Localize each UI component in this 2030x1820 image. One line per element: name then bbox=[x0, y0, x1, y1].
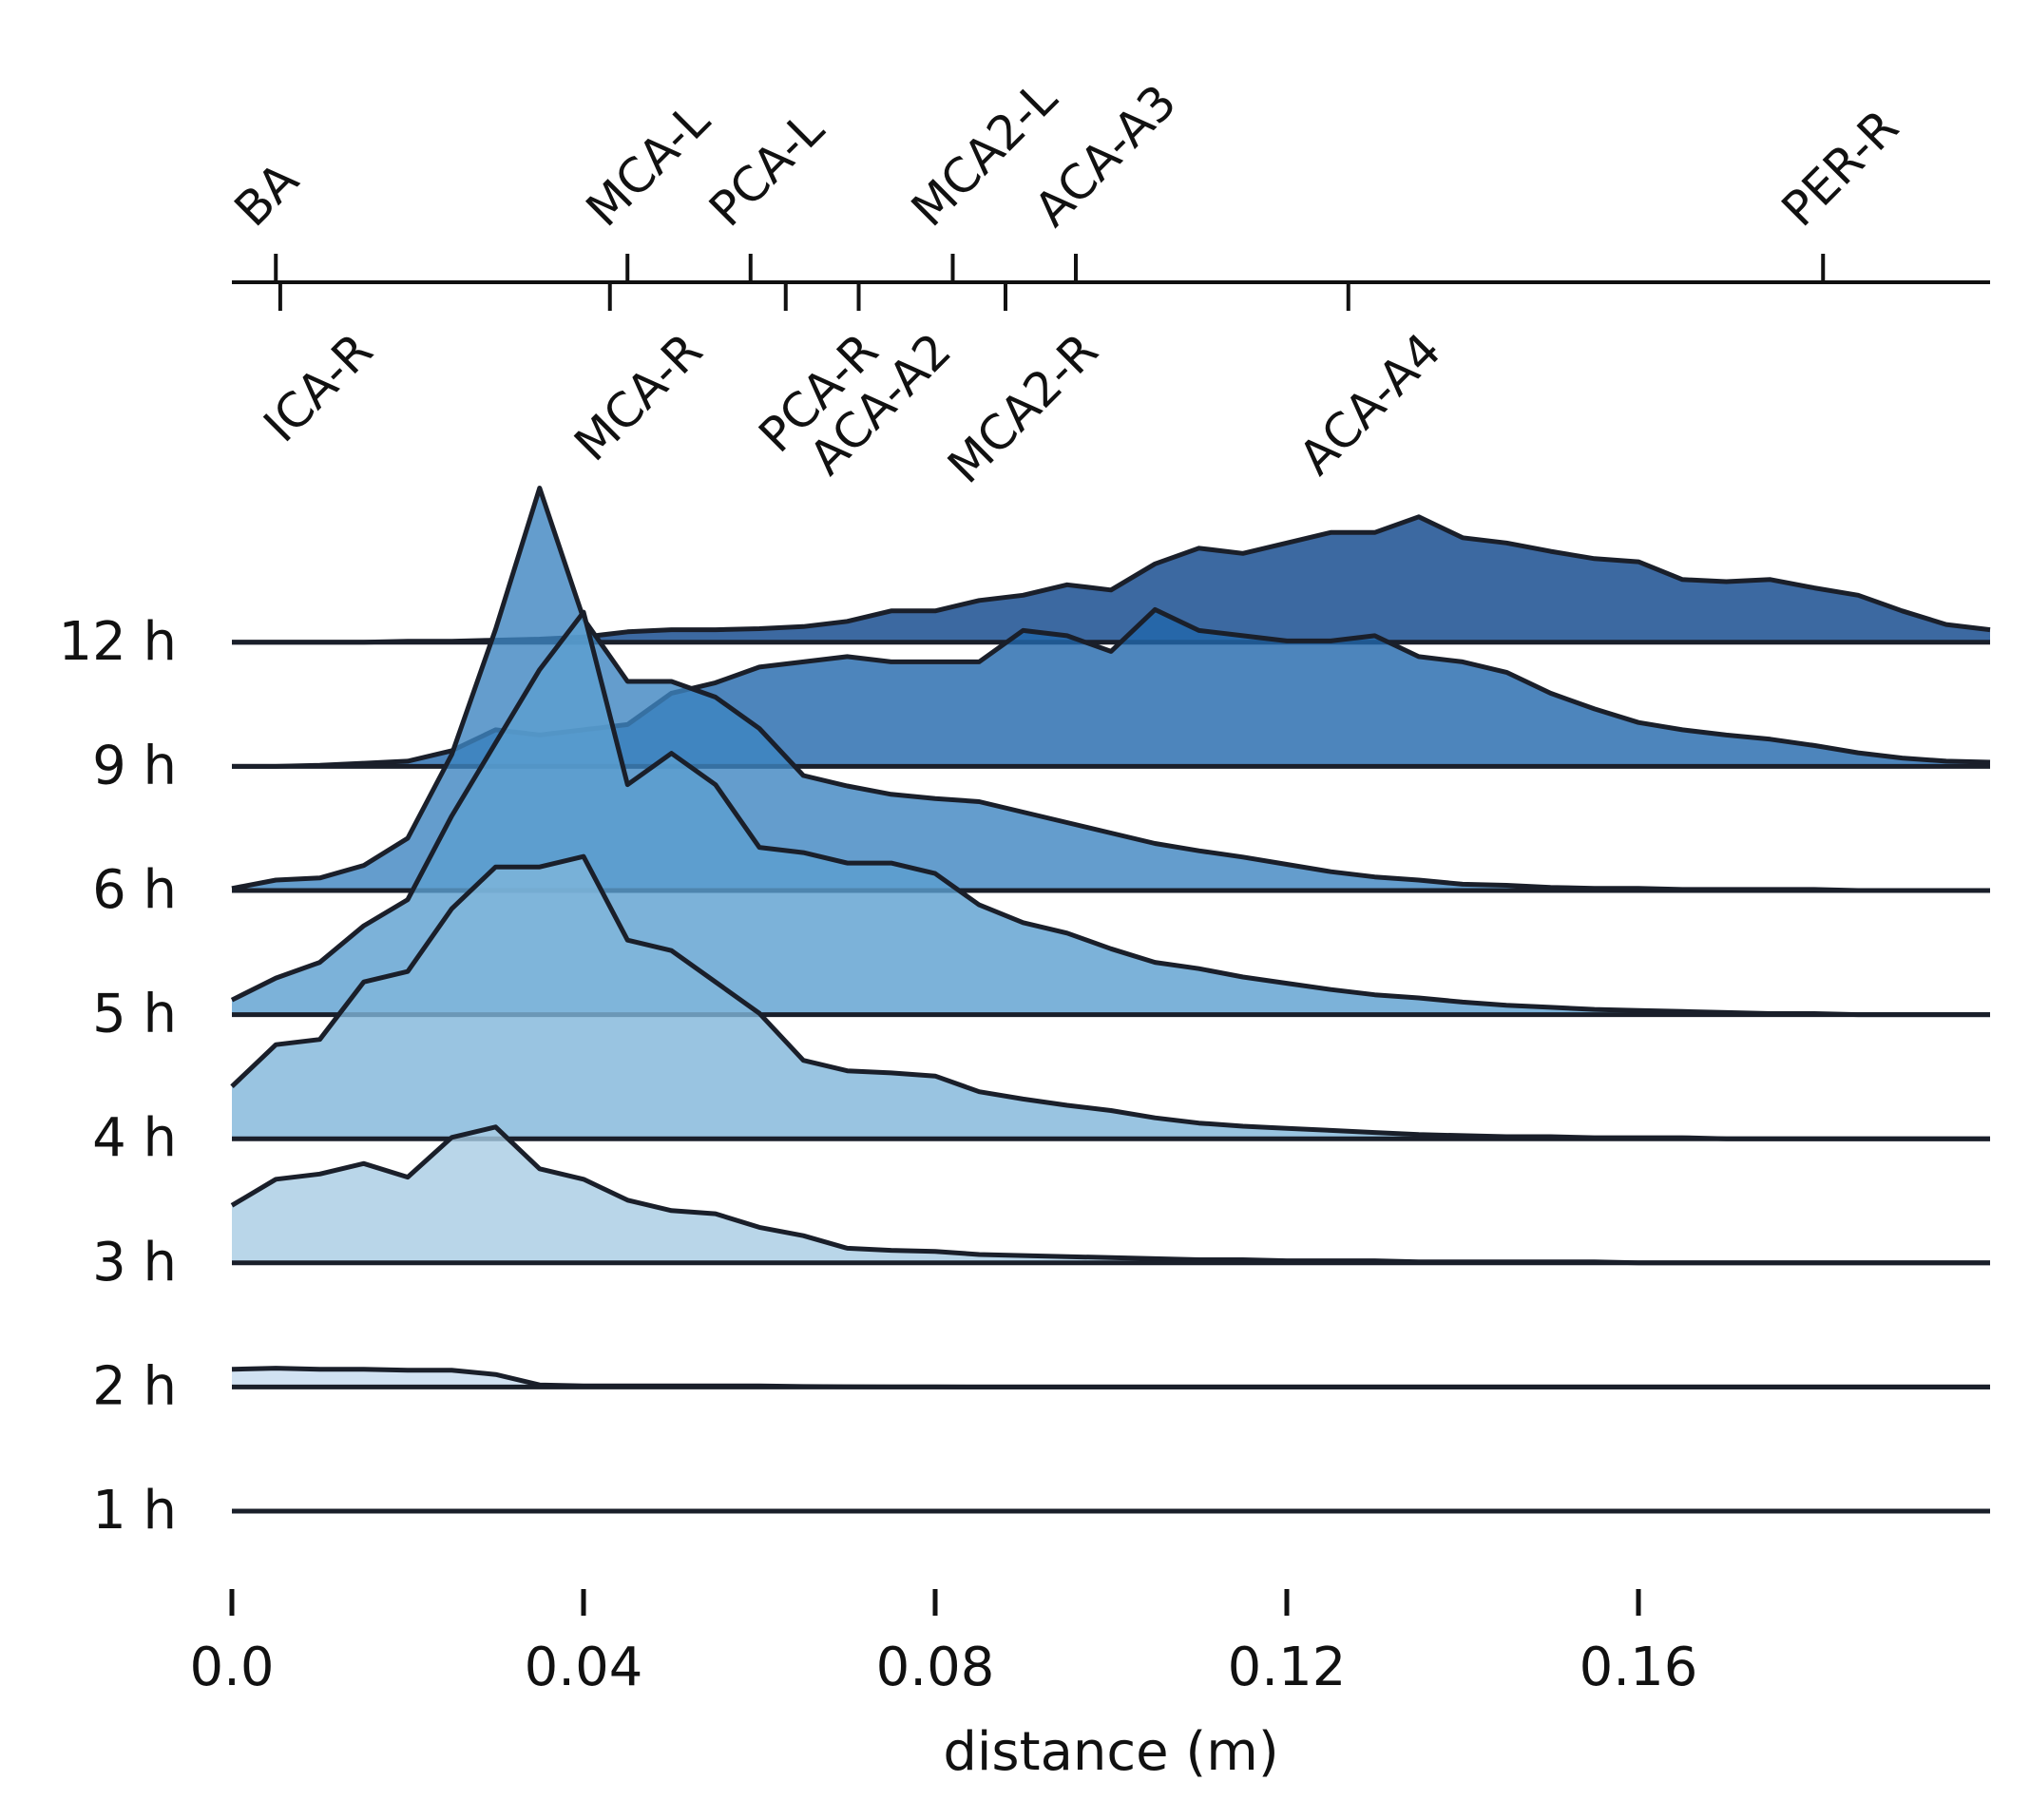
y-tick-label: 5 h bbox=[92, 984, 177, 1045]
landmark-label-lower: ACA-A4 bbox=[1289, 322, 1451, 485]
landmark-label-upper: MCA-L bbox=[576, 92, 720, 237]
landmark-label-lower: MCA2-R bbox=[937, 322, 1108, 493]
y-tick-label: 6 h bbox=[92, 859, 177, 921]
x-tick-label: 0.0 bbox=[189, 1637, 274, 1698]
y-tick-label: 12 h bbox=[58, 611, 177, 673]
landmark-label-lower: ICA-R bbox=[254, 322, 384, 452]
ridge-layers bbox=[230, 486, 1991, 1514]
y-tick-label: 9 h bbox=[92, 735, 177, 796]
x-tick-label: 0.04 bbox=[525, 1637, 643, 1698]
x-axis-label: distance (m) bbox=[943, 1721, 1278, 1783]
ridge-area-12h bbox=[232, 516, 1990, 642]
y-axis: 1 h 2 h 3 h 4 h 5 h 6 h 9 h 12 h bbox=[58, 611, 177, 1542]
ridge-area-4h bbox=[232, 856, 1990, 1140]
x-tick-label: 0.12 bbox=[1228, 1637, 1347, 1698]
y-tick-label: 4 h bbox=[92, 1107, 177, 1169]
x-tick-label: 0.16 bbox=[1580, 1637, 1698, 1698]
landmark-label-upper: PCA-L bbox=[699, 102, 834, 238]
y-tick-label: 1 h bbox=[92, 1480, 177, 1542]
ridge-line-5h bbox=[230, 609, 1990, 1018]
y-tick-label: 3 h bbox=[92, 1232, 177, 1293]
ridge-area-2h bbox=[232, 1368, 1990, 1388]
ridge-area-3h bbox=[232, 1126, 1990, 1263]
x-axis: 0.0 0.04 0.08 0.12 0.16 bbox=[189, 1589, 1697, 1698]
x-tick-label: 0.08 bbox=[876, 1637, 995, 1698]
ridge-area-5h bbox=[232, 612, 1990, 1015]
landmark-label-upper: BA bbox=[224, 152, 309, 237]
landmark-label-upper: PER-R bbox=[1771, 99, 1909, 237]
y-tick-label: 2 h bbox=[92, 1355, 177, 1417]
landmark-label-lower: MCA-R bbox=[564, 322, 713, 471]
